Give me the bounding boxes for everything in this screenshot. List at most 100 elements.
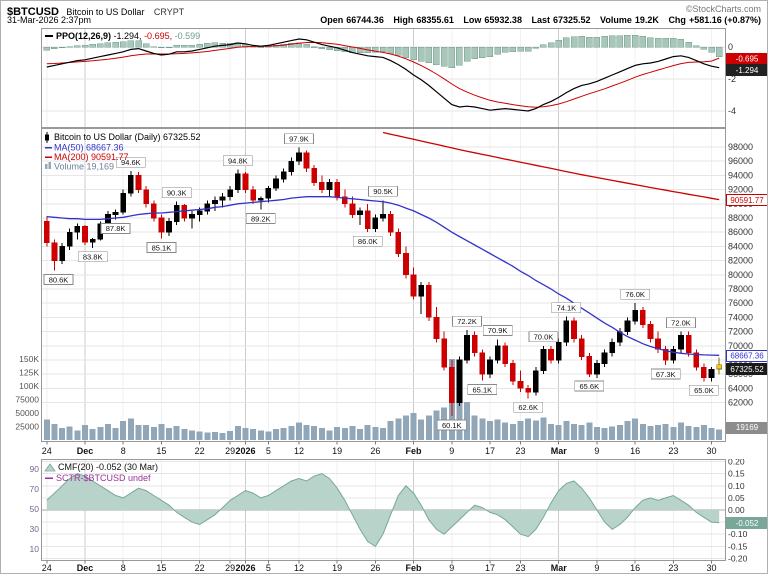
ppo-value-label: -1.294 xyxy=(726,64,767,76)
open-label: Open xyxy=(320,15,344,25)
volume-label: Volume xyxy=(600,15,632,25)
x-axis-label: 9 xyxy=(449,446,454,456)
volume-icon xyxy=(45,164,48,169)
cmf-axis-label: 0.20 xyxy=(728,459,745,467)
price-axis-label: 84000 xyxy=(728,241,753,251)
chg-value: +581.16 (+0.87%) xyxy=(688,15,761,25)
x-axis-label: 9 xyxy=(594,563,599,573)
ppo-line xyxy=(46,38,720,112)
cmf-axis-label: 0.10 xyxy=(728,481,745,491)
x-axis-label: 22 xyxy=(195,446,205,456)
sctr-axis-label: 90 xyxy=(30,464,40,474)
price-axis-label: 88000 xyxy=(728,213,753,223)
svg-text:68667.36: 68667.36 xyxy=(730,351,764,360)
sctr-axis-label: 10 xyxy=(30,544,40,554)
svg-text:-0.052: -0.052 xyxy=(736,519,759,528)
x-axis-label: 17 xyxy=(485,446,495,456)
price-axis-label: 86000 xyxy=(728,227,753,237)
price-flag-label: 86.0K xyxy=(358,237,378,246)
price-flag-label: 76.0K xyxy=(625,290,645,299)
svg-text:90591.77: 90591.77 xyxy=(730,196,764,205)
sctr-axis-label: 30 xyxy=(30,524,40,534)
cmf-value-label: -0.052 xyxy=(726,517,767,529)
ppo-legend: PPO(12,26,9) -1.294, -0.695, -0.599 xyxy=(56,31,200,41)
x-axis-label: Feb xyxy=(406,563,423,573)
price-axis-label: 92000 xyxy=(728,185,753,195)
candlestick-series xyxy=(43,147,723,417)
price-axis-label: 80000 xyxy=(728,270,753,280)
x-axis-label: 12 xyxy=(294,446,304,456)
chg-label: Chg xyxy=(668,15,686,25)
price-legend-label: Bitcoin to US Dollar (Daily) 67325.52 xyxy=(54,132,201,142)
x-axis-label: 29 xyxy=(225,563,235,573)
x-axis-label: 15 xyxy=(156,446,166,456)
ppo-axis-label: -4 xyxy=(728,106,736,116)
ppo-axis-label: 0 xyxy=(728,42,733,52)
ma50-line xyxy=(46,196,720,356)
x-axis-label: 5 xyxy=(266,446,271,456)
svg-text:67325.52: 67325.52 xyxy=(730,365,764,374)
low-value: 65932.38 xyxy=(484,15,522,25)
cmf-axis-label: -0.15 xyxy=(728,541,748,551)
x-axis-label: Dec xyxy=(77,446,94,456)
price-annotations: 80.6K 83.8K 87.8K 94.6K 85.1K 90.3K 94.8K 89.2K… xyxy=(43,133,719,431)
price-flag-label: 87.8K xyxy=(106,224,126,233)
price-flag-label: 80.6K xyxy=(49,275,69,284)
cmf-area xyxy=(46,473,720,547)
x-axis-label: 8 xyxy=(121,446,126,456)
x-axis-label: 23 xyxy=(668,563,678,573)
last-label: Last xyxy=(531,15,550,25)
x-axis-label: 26 xyxy=(370,563,380,573)
cmf-panel: 0.200.150.100.050.00-0.05-0.10-0.15-0.20… xyxy=(30,459,767,573)
svg-text:-1.294: -1.294 xyxy=(736,66,759,75)
x-axis-label: 5 xyxy=(266,563,271,573)
cmf-legend-icon xyxy=(44,463,56,472)
price-axis-label: 82000 xyxy=(728,256,753,266)
price-flag-label: 74.1K xyxy=(557,303,577,312)
cmf-axis-label: 0.00 xyxy=(728,505,745,515)
price-flag-label: 90.3K xyxy=(167,188,187,197)
x-axis-label: 23 xyxy=(516,563,526,573)
svg-text:-0.695: -0.695 xyxy=(736,54,759,63)
price-axis-label: 78000 xyxy=(728,284,753,294)
ma200-line xyxy=(382,131,720,201)
copyright: ©StockCharts.com xyxy=(685,4,761,14)
x-axis-label: Dec xyxy=(77,563,94,573)
ticker-symbol: $BTCUSD xyxy=(7,6,59,18)
x-axis-label: Mar xyxy=(551,563,568,573)
x-axis-label: Feb xyxy=(406,446,423,456)
x-axis-label: 2026 xyxy=(235,446,255,456)
ppo-signal-value-label: -0.695 xyxy=(726,53,767,65)
timestamp: 31-Mar-2026 2:37pm xyxy=(7,15,92,25)
price-axis-label: 76000 xyxy=(728,298,753,308)
svg-text:19169: 19169 xyxy=(736,423,759,432)
volume-axis-label: 25000 xyxy=(15,422,39,432)
sctr-axis-label: 50 xyxy=(30,504,40,514)
ma50-value-label: 68667.36 xyxy=(726,350,767,362)
cmf-axis-label: -0.10 xyxy=(728,529,748,539)
high-label: High xyxy=(393,15,414,25)
x-axis-label: 2026 xyxy=(235,563,255,573)
cmf-axis-label: 0.05 xyxy=(728,493,745,503)
price-flag-label: 70.9K xyxy=(488,326,508,335)
low-label: Low xyxy=(463,15,482,25)
x-axis-label: 29 xyxy=(225,446,235,456)
x-axis-label: 8 xyxy=(121,563,126,573)
price-flag-label: 85.1K xyxy=(152,243,172,252)
high-value: 68355.61 xyxy=(416,15,454,25)
open-value: 66744.36 xyxy=(346,15,384,25)
x-axis-label: 9 xyxy=(594,446,599,456)
sctr-axis-label: 70 xyxy=(30,484,40,494)
ppo-panel: 0 -2 -4 PPO(12,26,9) -1.294, -0.695, -0.599… xyxy=(41,28,767,128)
cmf-line xyxy=(46,473,720,547)
volume-axis-label: 100K xyxy=(19,381,39,391)
price-flag-label: 94.8K xyxy=(228,157,248,166)
x-axis-label: 22 xyxy=(195,563,205,573)
x-axis-label: 15 xyxy=(156,563,166,573)
price-flag-label: 97.9K xyxy=(289,135,309,144)
volume-axis-label: 125K xyxy=(19,368,39,378)
ma200-value-label: 90591.77 xyxy=(726,194,767,206)
x-axis-label: 30 xyxy=(707,446,717,456)
price-flag-label: 83.8K xyxy=(83,253,103,262)
